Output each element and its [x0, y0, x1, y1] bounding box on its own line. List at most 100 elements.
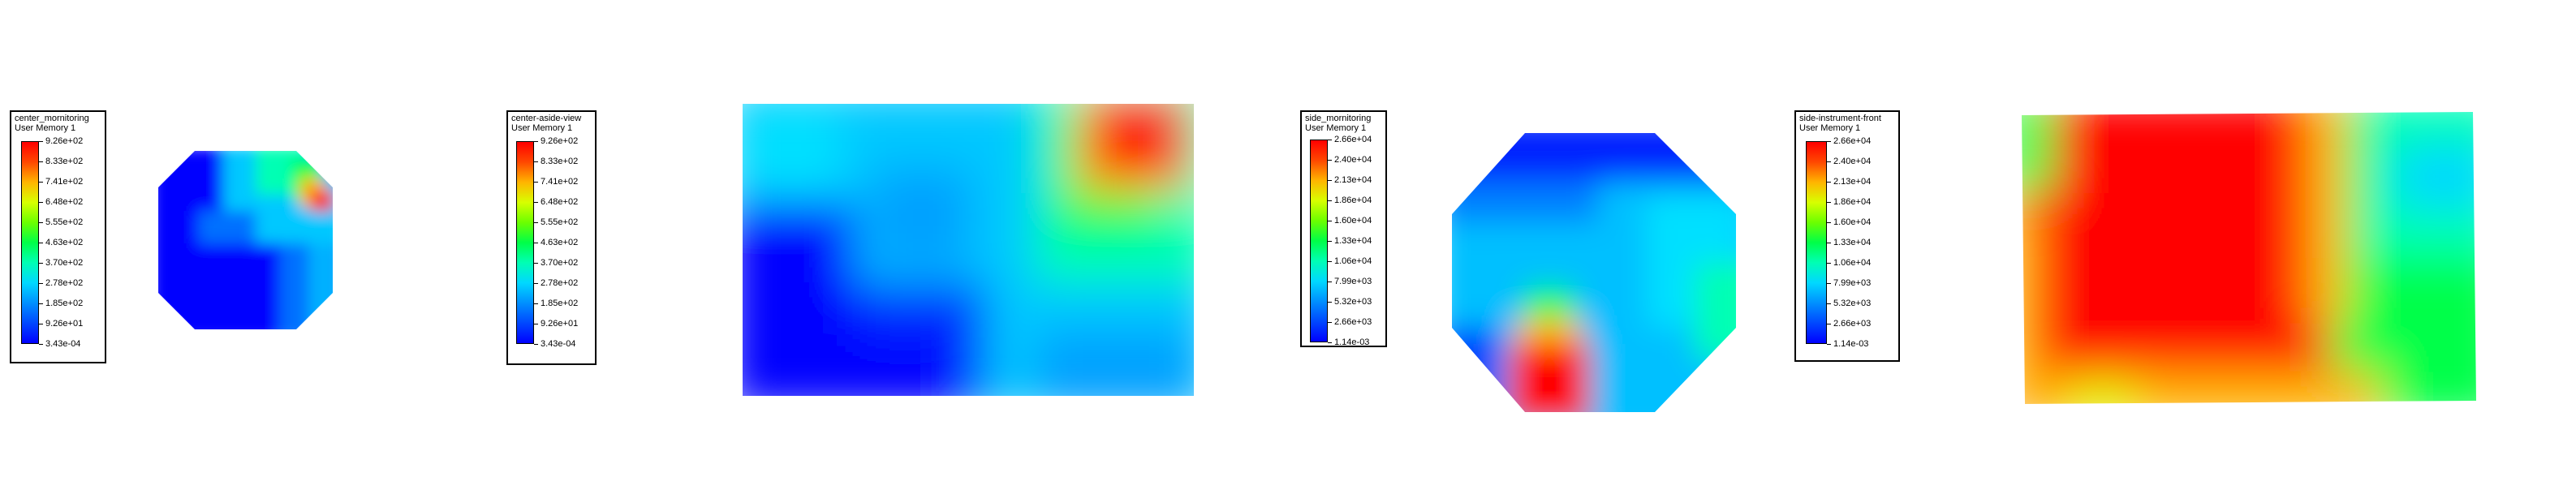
colorbar-tick-label: 8.33e+02	[45, 157, 84, 166]
colorbar-tick	[534, 344, 538, 345]
colorbar-tick-label: 2.78e+02	[45, 278, 84, 288]
colorbar-tick	[1827, 161, 1831, 162]
colorbar-tick	[534, 263, 538, 264]
heatmap-plot	[743, 104, 1194, 396]
colorbar-tick-label: 2.66e+04	[1334, 135, 1372, 144]
colorbar-tick-label: 1.33e+04	[1833, 238, 1872, 247]
colorbar-legend: side-instrument-front User Memory 1 2.66…	[1794, 110, 1900, 362]
colorbar-tick-label: 4.63e+02	[45, 238, 84, 247]
colorbar-tick	[534, 161, 538, 162]
colorbar-tick-label: 6.48e+02	[541, 197, 579, 207]
colorbar-tick-label: 1.86e+04	[1833, 197, 1872, 207]
colorbar-tick	[1328, 302, 1332, 303]
colorbar-tick-label: 1.86e+04	[1334, 196, 1372, 205]
colorbar-tick	[1328, 241, 1332, 242]
legend-subtitle: User Memory 1	[1799, 123, 1861, 133]
colorbar-tick	[1827, 283, 1831, 284]
colorbar-tick-label: 5.55e+02	[541, 217, 579, 227]
colorbar-tick-label: 2.66e+04	[1833, 136, 1872, 146]
colorbar-tick-label: 1.60e+04	[1833, 217, 1872, 227]
legend-subtitle: User Memory 1	[511, 123, 573, 133]
colorbar-tick-label: 9.26e+01	[541, 319, 579, 329]
colorbar-tick	[39, 303, 43, 304]
colorbar-tick	[39, 161, 43, 162]
colorbar-tick	[1827, 222, 1831, 223]
colorbar-tick	[1328, 200, 1332, 201]
colorbar-tick	[534, 182, 538, 183]
colorbar-tick	[39, 344, 43, 345]
colorbar-tick-label: 3.70e+02	[541, 258, 579, 268]
colorbar-tick-label: 8.33e+02	[541, 157, 579, 166]
colorbar-tick	[1328, 180, 1332, 181]
colorbar	[1806, 141, 1827, 344]
colorbar	[21, 141, 39, 344]
colorbar-tick-label: 7.41e+02	[45, 177, 84, 187]
colorbar-tick-label: 1.06e+04	[1334, 256, 1372, 266]
colorbar-legend: side_mornitoring User Memory 1 2.66e+04 2…	[1300, 110, 1387, 347]
heatmap-plot	[158, 151, 333, 329]
colorbar-tick-label: 2.66e+03	[1334, 317, 1372, 327]
colorbar-tick	[1328, 322, 1332, 323]
colorbar-tick-label: 1.14e-03	[1334, 337, 1370, 347]
colorbar-tick-label: 5.32e+03	[1334, 297, 1372, 307]
legend-title: center-aside-view	[511, 114, 582, 123]
colorbar-tick-label: 3.70e+02	[45, 258, 84, 268]
colorbar-tick	[1328, 261, 1332, 262]
colorbar-tick-label: 3.43e-04	[45, 339, 81, 349]
colorbar-tick	[39, 222, 43, 223]
heatmap-plot	[2022, 112, 2476, 404]
colorbar-tick	[1827, 141, 1831, 142]
colorbar-tick-label: 9.26e+02	[45, 136, 84, 146]
colorbar-tick-label: 1.33e+04	[1334, 236, 1372, 246]
legend-subtitle: User Memory 1	[1305, 123, 1367, 133]
legend-title: center_mornitoring	[15, 114, 89, 123]
colorbar-tick	[534, 141, 538, 142]
colorbar-tick-label: 2.78e+02	[541, 278, 579, 288]
colorbar-tick	[39, 202, 43, 203]
colorbar-tick-label: 2.66e+03	[1833, 319, 1872, 329]
colorbar-tick	[534, 283, 538, 284]
colorbar-tick	[39, 182, 43, 183]
colorbar-tick-label: 7.99e+03	[1833, 278, 1872, 288]
colorbar-tick-label: 5.55e+02	[45, 217, 84, 227]
legend-title: side-instrument-front	[1799, 114, 1881, 123]
colorbar-tick	[1827, 182, 1831, 183]
colorbar-tick-label: 1.06e+04	[1833, 258, 1872, 268]
colorbar-tick-label: 2.13e+04	[1334, 175, 1372, 185]
colorbar-tick	[39, 263, 43, 264]
colorbar-tick	[39, 141, 43, 142]
colorbar-tick-label: 1.85e+02	[45, 299, 84, 308]
colorbar-tick-label: 2.13e+04	[1833, 177, 1872, 187]
colorbar-tick	[39, 283, 43, 284]
colorbar-tick	[534, 222, 538, 223]
colorbar-tick-label: 7.41e+02	[541, 177, 579, 187]
heatmap-plot	[1452, 133, 1736, 412]
colorbar-tick	[534, 202, 538, 203]
colorbar-legend: center-aside-view User Memory 1 9.26e+02…	[506, 110, 597, 365]
colorbar-tick	[1827, 344, 1831, 345]
colorbar-tick-label: 3.43e-04	[541, 339, 576, 349]
colorbar-tick-label: 2.40e+04	[1334, 155, 1372, 165]
colorbar-tick-label: 1.85e+02	[541, 299, 579, 308]
colorbar-tick-label: 7.99e+03	[1334, 277, 1372, 286]
colorbar-tick	[1827, 303, 1831, 304]
colorbar	[1310, 140, 1328, 342]
colorbar-tick	[1328, 160, 1332, 161]
colorbar-tick-label: 2.40e+04	[1833, 157, 1872, 166]
colorbar-tick	[1328, 281, 1332, 282]
colorbar-tick	[534, 303, 538, 304]
colorbar	[516, 141, 534, 344]
colorbar-tick	[1328, 342, 1332, 343]
colorbar-legend: center_mornitoring User Memory 1 9.26e+0…	[10, 110, 106, 363]
colorbar-tick-label: 1.60e+04	[1334, 216, 1372, 226]
colorbar-tick-label: 1.14e-03	[1833, 339, 1869, 349]
colorbar-tick	[1827, 263, 1831, 264]
colorbar-tick-label: 9.26e+02	[541, 136, 579, 146]
colorbar-tick-label: 4.63e+02	[541, 238, 579, 247]
colorbar-tick-label: 6.48e+02	[45, 197, 84, 207]
legend-title: side_mornitoring	[1305, 114, 1372, 123]
colorbar-tick-label: 5.32e+03	[1833, 299, 1872, 308]
colorbar-tick-label: 9.26e+01	[45, 319, 84, 329]
legend-subtitle: User Memory 1	[15, 123, 76, 133]
colorbar-tick	[1827, 202, 1831, 203]
